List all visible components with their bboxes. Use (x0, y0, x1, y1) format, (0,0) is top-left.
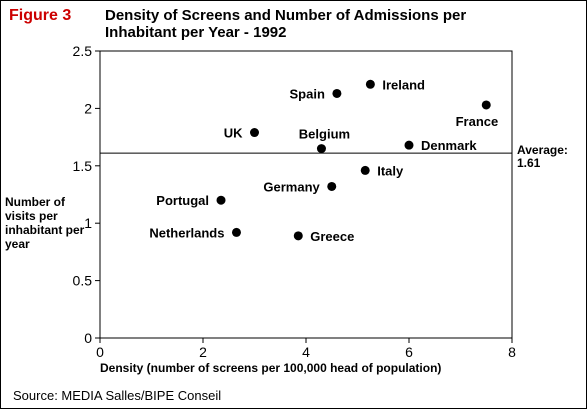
y-axis-label: Number of visits per inhabitant per year (5, 195, 85, 251)
y-tick-label: 2.5 (73, 43, 93, 59)
point-label: Germany (263, 179, 320, 194)
chart-title: Density of Screens and Number of Admissi… (105, 7, 467, 41)
x-axis-label: Density (number of screens per 100,000 h… (100, 361, 442, 375)
data-point (404, 140, 414, 150)
figure-label: Figure 3 (9, 7, 72, 24)
y-tick-label: 1 (84, 215, 92, 231)
point-label: Italy (377, 163, 404, 178)
data-point (327, 181, 337, 191)
point-label: UK (224, 126, 243, 141)
data-point (250, 128, 259, 138)
data-point (365, 79, 375, 89)
x-tick-label: 4 (302, 344, 310, 360)
y-tick-label: 2 (84, 100, 92, 116)
data-point (360, 165, 370, 175)
point-label: Netherlands (149, 225, 224, 240)
point-label: Greece (310, 229, 354, 244)
data-point (316, 144, 326, 154)
data-point (216, 195, 226, 205)
data-point (231, 227, 241, 237)
y-tick-label: 1.5 (73, 158, 93, 174)
point-label: Belgium (299, 127, 350, 142)
point-label: France (456, 114, 499, 129)
data-point (332, 88, 342, 98)
x-tick-label: 8 (508, 344, 516, 360)
x-tick-label: 2 (199, 344, 207, 360)
y-tick-label: 0.5 (73, 273, 93, 289)
point-label: Ireland (382, 77, 425, 92)
y-tick-label: 0 (84, 330, 92, 346)
source-note: Source: MEDIA Salles/BIPE Conseil (13, 388, 222, 403)
x-tick-label: 6 (405, 344, 413, 360)
average-line-label: Average: 1.61 (517, 143, 568, 170)
point-label: Denmark (421, 138, 477, 153)
x-tick-label: 0 (96, 344, 104, 360)
point-label: Spain (289, 86, 324, 101)
point-label: Portugal (156, 193, 209, 208)
data-point (293, 231, 303, 241)
data-point (481, 100, 491, 110)
